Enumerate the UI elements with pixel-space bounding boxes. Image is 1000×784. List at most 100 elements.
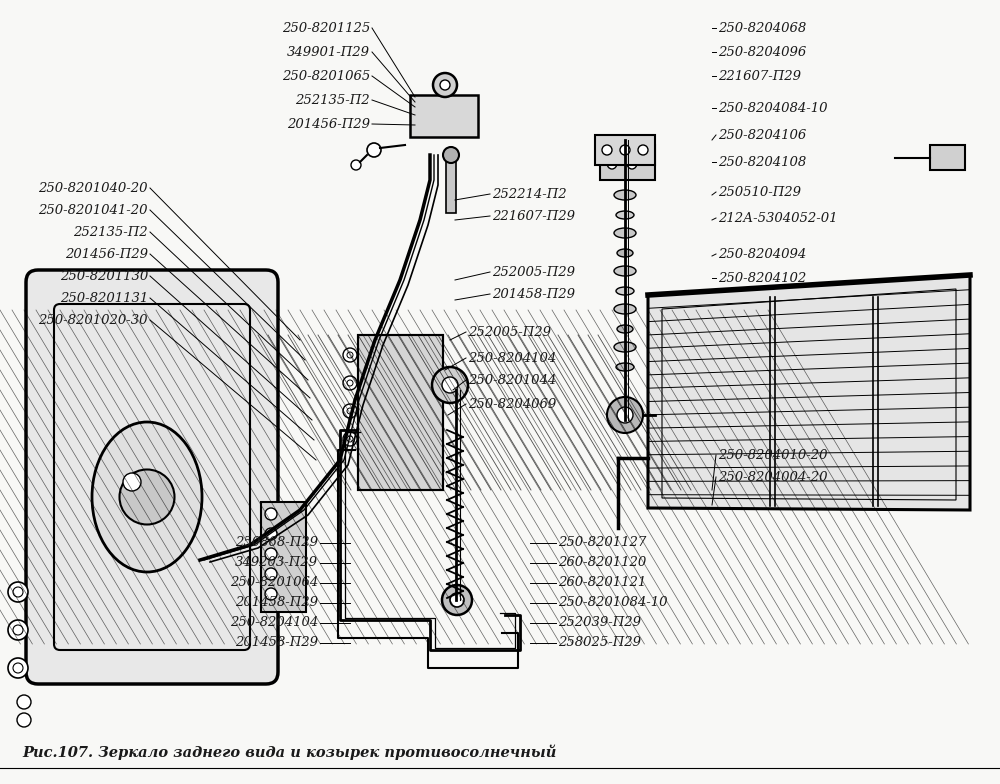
Circle shape — [607, 397, 643, 433]
Circle shape — [367, 143, 381, 157]
Circle shape — [265, 508, 277, 520]
Circle shape — [433, 73, 457, 97]
Polygon shape — [648, 275, 970, 510]
Circle shape — [443, 147, 459, 163]
Circle shape — [638, 145, 648, 155]
Circle shape — [450, 593, 464, 607]
Text: 250-8201084-10: 250-8201084-10 — [558, 597, 668, 609]
Text: 258025-П29: 258025-П29 — [558, 637, 641, 649]
Bar — [358, 335, 443, 490]
Text: 250-8204084-10: 250-8204084-10 — [718, 101, 828, 114]
Text: 250-8201130: 250-8201130 — [60, 270, 148, 282]
Ellipse shape — [616, 287, 634, 295]
Circle shape — [347, 380, 353, 386]
Text: 252005-П29: 252005-П29 — [468, 325, 551, 339]
Ellipse shape — [617, 249, 633, 257]
Ellipse shape — [617, 325, 633, 333]
Circle shape — [343, 348, 357, 362]
Ellipse shape — [627, 157, 637, 169]
Text: 250-8201131: 250-8201131 — [60, 292, 148, 304]
Text: 212А-5304052-01: 212А-5304052-01 — [718, 212, 838, 224]
Text: 250-8201127: 250-8201127 — [558, 536, 646, 550]
Circle shape — [617, 407, 633, 423]
Bar — [446, 158, 456, 213]
Circle shape — [650, 405, 670, 425]
Text: 250-8201044: 250-8201044 — [468, 373, 556, 387]
Circle shape — [8, 582, 28, 602]
Bar — [930, 145, 965, 170]
Text: 201456-П29: 201456-П29 — [287, 118, 370, 130]
Text: 252039-П29: 252039-П29 — [558, 616, 641, 630]
Circle shape — [265, 568, 277, 580]
Ellipse shape — [614, 228, 636, 238]
Ellipse shape — [120, 470, 175, 524]
Circle shape — [440, 80, 450, 90]
Text: 201458-П29: 201458-П29 — [235, 637, 318, 649]
Circle shape — [432, 367, 468, 403]
Circle shape — [13, 625, 23, 635]
Text: 252005-П29: 252005-П29 — [492, 266, 575, 278]
Ellipse shape — [614, 266, 636, 276]
Text: 260-8201120: 260-8201120 — [558, 557, 646, 569]
Ellipse shape — [616, 363, 634, 371]
Circle shape — [347, 352, 353, 358]
Text: 250-8204068: 250-8204068 — [718, 21, 806, 34]
Text: 252214-П2: 252214-П2 — [492, 187, 567, 201]
Ellipse shape — [607, 157, 617, 169]
Circle shape — [343, 404, 357, 418]
Text: 250-8204108: 250-8204108 — [718, 155, 806, 169]
Circle shape — [347, 408, 353, 414]
Text: 250-8204102: 250-8204102 — [718, 271, 806, 285]
Text: 252135-П2: 252135-П2 — [73, 226, 148, 238]
Text: 221607-П29: 221607-П29 — [492, 209, 575, 223]
Text: 250-8201125: 250-8201125 — [282, 21, 370, 34]
Circle shape — [442, 585, 472, 615]
Circle shape — [8, 658, 28, 678]
Ellipse shape — [616, 211, 634, 219]
Text: 250-8204096: 250-8204096 — [718, 45, 806, 59]
Bar — [410, 95, 478, 137]
Text: 250868-П29: 250868-П29 — [235, 536, 318, 550]
Text: 221607-П29: 221607-П29 — [718, 70, 801, 82]
Text: 201456-П29: 201456-П29 — [65, 248, 148, 260]
Ellipse shape — [92, 422, 202, 572]
Text: 250-8201065: 250-8201065 — [282, 70, 370, 82]
Text: 250-8201040-20: 250-8201040-20 — [38, 182, 148, 194]
Bar — [600, 145, 655, 180]
Text: 252135-П2: 252135-П2 — [295, 93, 370, 107]
Circle shape — [17, 695, 31, 709]
Circle shape — [442, 377, 458, 393]
Text: 250-8201020-30: 250-8201020-30 — [38, 314, 148, 326]
Circle shape — [8, 620, 28, 640]
Text: 250-8204094: 250-8204094 — [718, 248, 806, 260]
Text: 250-8204004-20: 250-8204004-20 — [718, 470, 828, 484]
Text: 250-8204104: 250-8204104 — [230, 616, 318, 630]
Text: 201458-П29: 201458-П29 — [492, 288, 575, 300]
Circle shape — [602, 145, 612, 155]
Text: 250-8204010-20: 250-8204010-20 — [718, 448, 828, 462]
Text: 250-8204106: 250-8204106 — [718, 129, 806, 141]
Circle shape — [343, 432, 357, 446]
Ellipse shape — [614, 190, 636, 200]
Text: Рис.107. Зеркало заднего вида и козырек противосолнечный: Рис.107. Зеркало заднего вида и козырек … — [22, 744, 556, 760]
Circle shape — [17, 713, 31, 727]
Bar — [261, 502, 306, 612]
Circle shape — [343, 376, 357, 390]
Text: 250-8204069: 250-8204069 — [468, 397, 556, 411]
Ellipse shape — [614, 304, 636, 314]
Circle shape — [347, 436, 353, 442]
Circle shape — [13, 663, 23, 673]
FancyBboxPatch shape — [26, 270, 278, 684]
Ellipse shape — [123, 473, 141, 491]
Text: 349901-П29: 349901-П29 — [287, 45, 370, 59]
Ellipse shape — [614, 342, 636, 352]
Text: 250510-П29: 250510-П29 — [718, 186, 801, 198]
Text: 250-8201064: 250-8201064 — [230, 576, 318, 590]
Circle shape — [265, 528, 277, 540]
Text: 201458-П29: 201458-П29 — [235, 597, 318, 609]
Bar — [358, 335, 443, 490]
Circle shape — [265, 548, 277, 560]
Text: 250-8204104: 250-8204104 — [468, 351, 556, 365]
Circle shape — [620, 145, 630, 155]
Text: 260-8201121: 260-8201121 — [558, 576, 646, 590]
